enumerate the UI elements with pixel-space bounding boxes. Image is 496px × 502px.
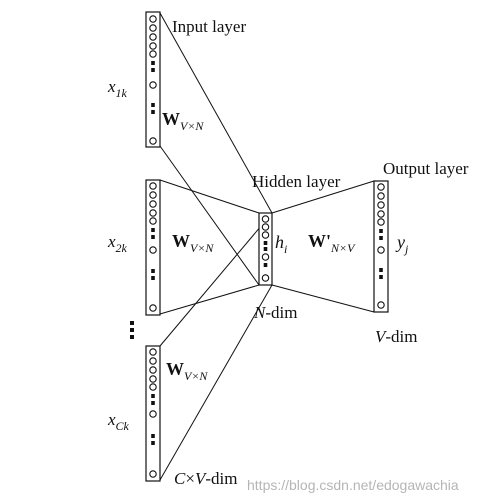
edge-input2-bottom (159, 284, 260, 315)
input-vector-c (145, 345, 161, 482)
input-vector-2-unit (149, 246, 157, 254)
input-vector-2-ellipsis-dot (151, 276, 155, 280)
edge-hidden-output-top (271, 180, 375, 214)
input-vector-c-ellipsis-dot (151, 434, 155, 438)
input-vector-2-unit (149, 191, 157, 199)
output-vector-unit (377, 210, 385, 218)
edge-input2-top (159, 179, 260, 214)
connections (159, 12, 375, 481)
output-vector-ellipsis-dot (379, 275, 383, 279)
input-vector-1-ellipsis-dot (151, 68, 155, 72)
input-vector-2-ellipsis-dot (151, 269, 155, 273)
input-vector-c-unit (149, 348, 157, 356)
input-vector-c-unit (149, 357, 157, 365)
input-vector-1-unit (149, 81, 157, 89)
input-vector-1 (145, 11, 161, 148)
input-vector-c-ellipsis-dot (151, 441, 155, 445)
x-ck-label: xCk (107, 410, 130, 433)
input-vector-c-unit (149, 383, 157, 391)
input-vector-1-unit (149, 42, 157, 50)
input-vector-c-ellipsis-dot (151, 401, 155, 405)
hidden-vector-unit (261, 274, 270, 282)
edge-inputc-bottom (159, 284, 273, 481)
input-vector-1-frame (145, 11, 161, 148)
x-1k-label: x1k (107, 77, 128, 100)
hidden-vector-unit (261, 253, 270, 261)
output-vector-unit (377, 183, 385, 191)
output-vector-unit (377, 201, 385, 209)
output-vector-unit (377, 218, 385, 226)
x-2k-label: x2k (107, 232, 128, 255)
input-vector-2-unit (149, 217, 157, 225)
input-vector-c-unit (149, 470, 157, 478)
edge-input1-top (159, 12, 273, 214)
input-vector-2-unit (149, 304, 157, 312)
input-vector-2-unit (149, 182, 157, 190)
input-vector-1-unit (149, 24, 157, 32)
layer-boxes (130, 11, 389, 482)
hidden-vector (258, 212, 273, 286)
watermark-text: https://blog.csdn.net/edogawachia (247, 477, 459, 493)
hidden-vector-unit (261, 215, 270, 223)
cv-dim-label: C×V-dim (174, 469, 237, 488)
input-vector-1-ellipsis-dot (151, 61, 155, 65)
input-vector-2-unit (149, 209, 157, 217)
input-vector-c-unit (149, 366, 157, 374)
hidden-vector-ellipsis-dot (263, 241, 268, 245)
edge-hidden-output-bottom (271, 284, 375, 313)
input-layer-label: Input layer (172, 17, 246, 36)
n-dim-label: N-dim (253, 303, 297, 322)
weight-in-c-label: WV×N (166, 359, 208, 383)
hidden-vector-ellipsis-dot (263, 263, 268, 267)
input-vector-2-unit (149, 200, 157, 208)
input-vector-1-unit (149, 33, 157, 41)
v-dim-label: V-dim (375, 327, 418, 346)
output-vector-ellipsis-dot (379, 268, 383, 272)
between-inputs-ellipsis-dot (130, 328, 134, 332)
hidden-layer-label: Hidden layer (252, 172, 341, 191)
output-vector-unit (377, 301, 385, 309)
input-vector-1-unit (149, 15, 157, 23)
between-inputs-ellipsis-dot (130, 335, 134, 339)
hidden-vector-ellipsis-dot (263, 247, 268, 251)
y-j-label: yj (395, 232, 409, 256)
hidden-vector-unit (261, 223, 270, 231)
output-vector (373, 180, 389, 313)
output-layer-label: Output layer (383, 159, 469, 178)
output-vector-unit (377, 192, 385, 200)
weight-in-2-label: WV×N (172, 231, 214, 255)
input-vector-c-unit (149, 410, 157, 418)
weight-out-label: W'N×V (308, 231, 356, 255)
edge-input1-bottom (159, 145, 260, 286)
input-vector-2 (145, 179, 161, 316)
input-vector-1-unit (149, 137, 157, 145)
input-vector-1-ellipsis-dot (151, 103, 155, 107)
input-vector-c-unit (149, 375, 157, 383)
input-vector-c-ellipsis-dot (151, 394, 155, 398)
weight-in-1-label: WV×N (162, 109, 204, 133)
between-inputs-ellipsis-dot (130, 321, 134, 325)
input-vector-2-ellipsis-dot (151, 235, 155, 239)
input-vector-1-ellipsis-dot (151, 110, 155, 114)
hidden-vector-unit (261, 231, 270, 239)
edge-inputc-top (159, 212, 273, 347)
input-vector-1-unit (149, 50, 157, 58)
output-vector-ellipsis-dot (379, 236, 383, 240)
output-vector-ellipsis-dot (379, 229, 383, 233)
h-i-label: hi (275, 232, 287, 256)
input-vector-2-ellipsis-dot (151, 228, 155, 232)
output-vector-unit (377, 246, 385, 254)
